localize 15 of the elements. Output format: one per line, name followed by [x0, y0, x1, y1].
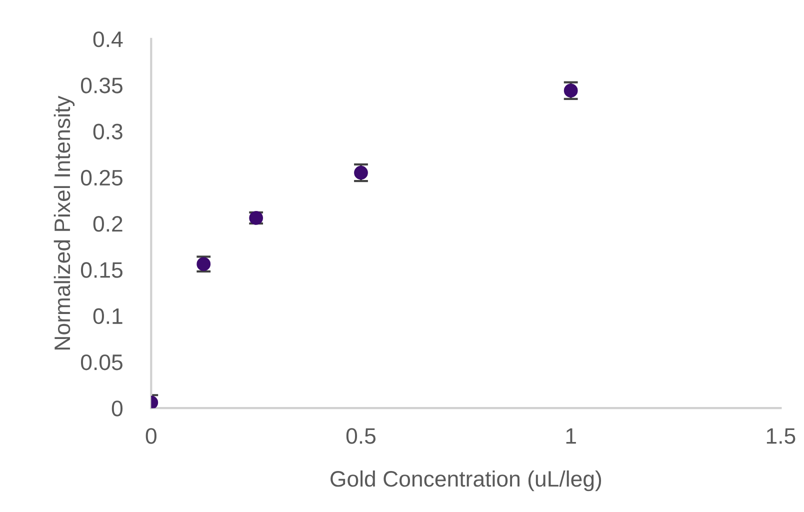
y-tick-label: 0: [112, 400, 123, 416]
x-tick-label: 0.5: [346, 428, 376, 444]
y-axis-title: Normalized Pixel Intensity: [54, 96, 75, 350]
x-tick-label: 1.5: [766, 428, 796, 444]
y-tick-label: 0.15: [80, 262, 122, 278]
x-tick-label: 0: [146, 428, 156, 444]
x-tick-label: 1: [566, 428, 576, 444]
y-tick-label: 0.35: [80, 78, 122, 94]
y-tick-label: 0.05: [80, 354, 122, 370]
y-tick-label: 0.1: [93, 308, 122, 324]
x-axis-title: Gold Concentration (uL/leg): [330, 470, 602, 492]
y-tick-label: 0.2: [93, 216, 122, 232]
y-tick-label: 0.25: [80, 170, 122, 186]
y-tick-label: 0.3: [93, 124, 122, 140]
y-tick-label: 0.4: [93, 31, 123, 48]
